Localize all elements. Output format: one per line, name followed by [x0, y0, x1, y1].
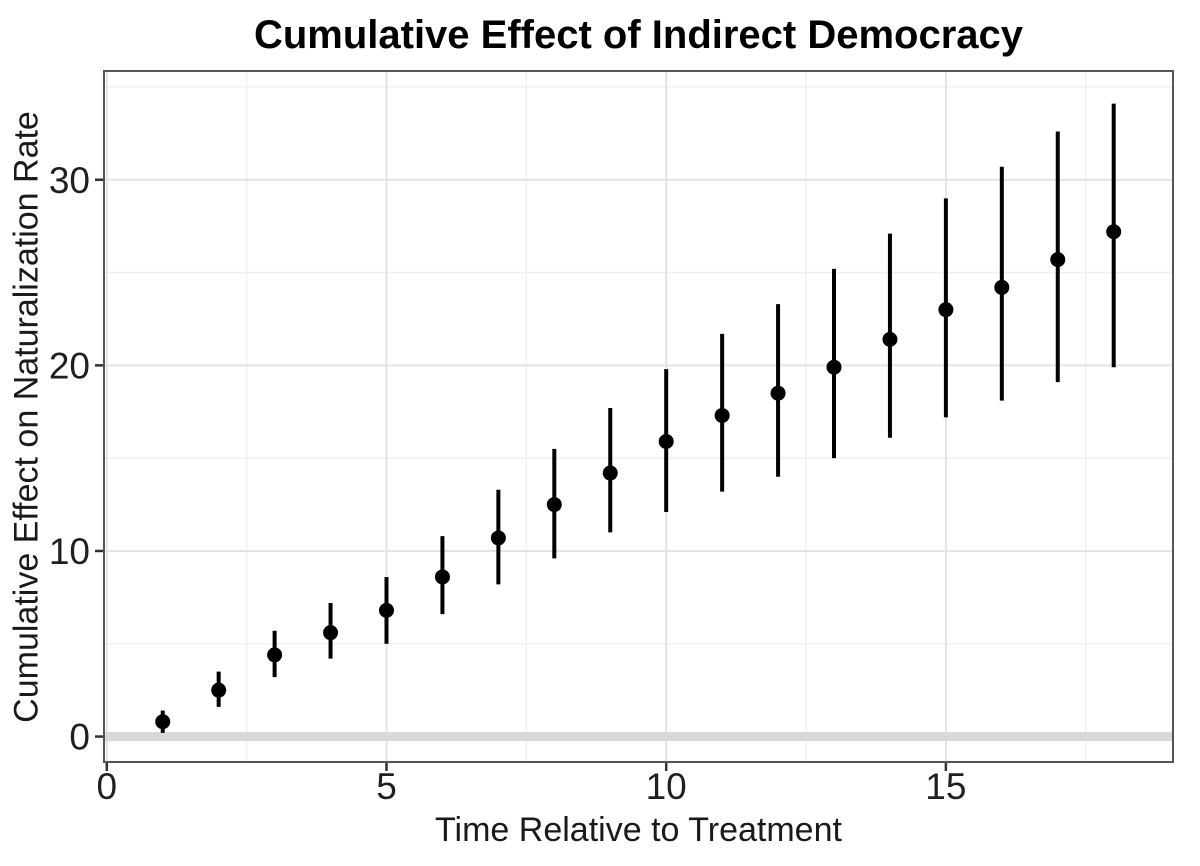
x-tick-label: 10 — [646, 766, 687, 807]
point-estimate — [1106, 224, 1122, 240]
point-estimate — [546, 497, 562, 513]
y-tick-label: 30 — [49, 160, 90, 201]
point-estimate — [714, 407, 730, 423]
point-estimate — [211, 682, 227, 698]
point-estimate — [155, 714, 171, 730]
point-estimate — [938, 302, 954, 318]
x-tick-label: 0 — [97, 766, 118, 807]
point-estimate — [658, 433, 674, 449]
point-estimate — [1050, 252, 1066, 268]
panel-background — [104, 71, 1173, 762]
point-estimate — [434, 569, 450, 585]
chart-title: Cumulative Effect of Indirect Democracy — [253, 13, 1024, 57]
point-estimate — [602, 465, 618, 481]
y-tick-label: 0 — [69, 717, 90, 758]
y-axis-title: Cumulative Effect on Naturalization Rate — [7, 111, 46, 723]
x-axis-title: Time Relative to Treatment — [435, 811, 842, 849]
point-estimate — [826, 359, 842, 375]
point-estimate — [770, 385, 786, 401]
point-estimate — [882, 331, 898, 347]
point-estimate — [490, 530, 506, 546]
point-estimate — [323, 625, 339, 641]
x-tick-label: 5 — [376, 766, 397, 807]
y-tick-label: 20 — [49, 345, 90, 386]
point-estimate — [994, 279, 1010, 295]
point-estimate — [267, 647, 283, 663]
y-tick-label: 10 — [49, 531, 90, 572]
x-tick-label: 15 — [925, 766, 966, 807]
point-estimate — [378, 602, 394, 618]
panel-border — [103, 70, 1174, 763]
